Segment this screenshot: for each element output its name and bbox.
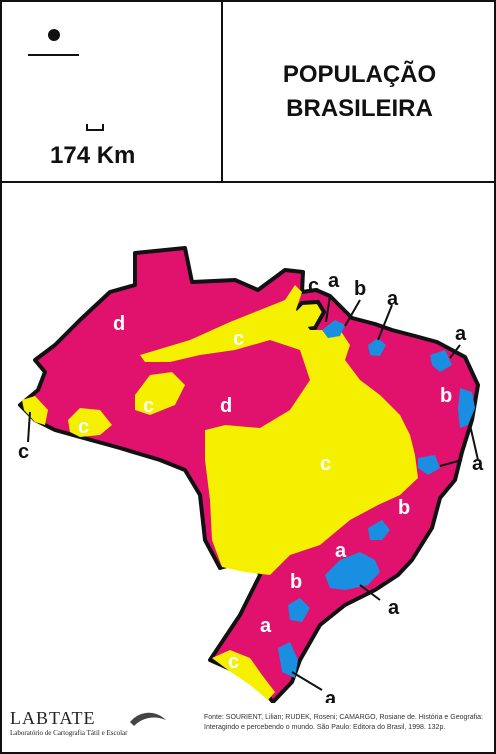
yellow-west-blob bbox=[135, 372, 185, 415]
label-c-acre-tip: c bbox=[18, 441, 29, 463]
logo-name: LABTATE bbox=[10, 708, 96, 728]
yellow-south-blob bbox=[212, 650, 275, 700]
logo-swoosh-icon bbox=[130, 712, 166, 726]
label-b-top: b bbox=[354, 278, 366, 300]
label-d-north: d bbox=[113, 313, 125, 335]
scale-bar bbox=[86, 124, 104, 131]
label-c-south: c bbox=[228, 651, 239, 673]
compass-dot-icon bbox=[48, 29, 60, 41]
label-a-bottom: a bbox=[325, 688, 337, 703]
label-a-se: a bbox=[335, 540, 347, 562]
label-a-sp: a bbox=[388, 597, 400, 619]
blue-ne2 bbox=[430, 350, 452, 372]
header-vertical-divider bbox=[221, 0, 223, 182]
label-a-top: a bbox=[328, 270, 340, 292]
header-divider bbox=[0, 181, 496, 183]
label-d-center: d bbox=[220, 395, 232, 417]
label-a-ne2: a bbox=[455, 323, 467, 345]
blue-south bbox=[288, 598, 310, 622]
leader-lines bbox=[27, 295, 479, 691]
map-title: POPULAÇÃO BRASILEIRA bbox=[223, 58, 496, 126]
blue-se bbox=[368, 520, 390, 540]
blue-top-north bbox=[322, 320, 345, 338]
labtate-logo: LABTATE Laboratório de Cartografia Tátil… bbox=[10, 708, 166, 737]
label-c-amapa: c bbox=[308, 275, 319, 297]
blue-east2 bbox=[418, 455, 440, 475]
label-b-sp: b bbox=[290, 571, 302, 593]
blue-sp bbox=[325, 552, 380, 590]
label-c-north: c bbox=[233, 328, 244, 350]
title-line-2: BRASILEIRA bbox=[286, 95, 433, 122]
compass-line bbox=[28, 54, 79, 56]
source-citation: Fonte: SOURIENT, Lilian; RUDEK, Roseni; … bbox=[204, 714, 483, 731]
yellow-acre-tip bbox=[22, 396, 48, 425]
logo-subtitle: Laboratório de Cartografia Tátil e Escol… bbox=[10, 729, 128, 737]
label-b-ne: b bbox=[440, 385, 452, 407]
magenta-center-region bbox=[192, 350, 305, 430]
blue-bottom bbox=[278, 642, 298, 678]
title-line-1: POPULAÇÃO bbox=[282, 61, 437, 88]
blue-east-coast bbox=[458, 388, 475, 428]
label-c-acre-inner: c bbox=[78, 416, 89, 438]
label-c-west: c bbox=[143, 395, 154, 417]
label-a-south: a bbox=[260, 615, 272, 637]
label-b-se: b bbox=[398, 497, 410, 519]
label-a-ne1: a bbox=[387, 288, 399, 310]
yellow-north-band bbox=[140, 285, 418, 575]
yellow-acre-inner bbox=[68, 408, 112, 437]
scale-label: 174 Km bbox=[50, 142, 136, 169]
label-c-central: c bbox=[320, 453, 331, 475]
blue-ne1 bbox=[368, 338, 386, 356]
label-a-east: a bbox=[472, 453, 484, 475]
brazil-map: d d c c c c b b a b a c c a b a a a a c … bbox=[18, 246, 484, 703]
